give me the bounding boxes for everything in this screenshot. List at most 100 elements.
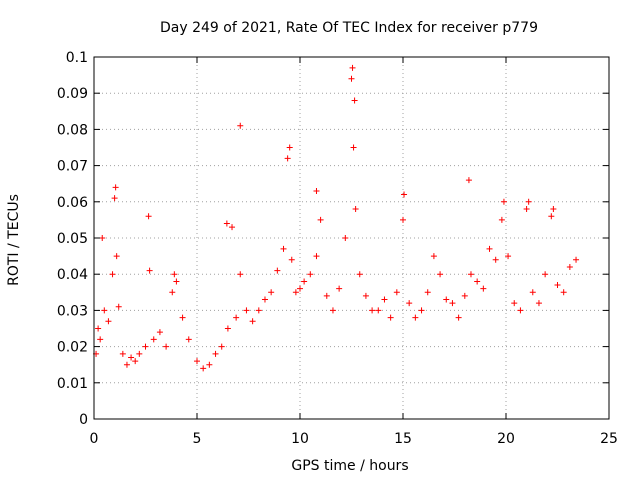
data-point — [424, 289, 431, 296]
data-point — [313, 187, 320, 194]
y-tick-label: 0.03 — [57, 303, 88, 319]
data-points — [93, 64, 580, 372]
data-point — [297, 285, 303, 292]
data-point — [307, 271, 314, 278]
data-point — [375, 307, 382, 314]
data-point — [387, 314, 394, 321]
data-point — [105, 318, 112, 325]
y-tick-label: 0.04 — [57, 267, 88, 283]
data-point — [274, 267, 281, 274]
x-tick-labels: 0 5 10 15 20 25 — [90, 431, 618, 447]
data-point — [455, 314, 462, 321]
data-point — [350, 144, 357, 151]
data-point — [323, 292, 330, 299]
data-point — [336, 285, 343, 292]
data-point — [97, 336, 104, 343]
data-point — [95, 325, 102, 332]
data-point — [535, 300, 542, 307]
x-tick-label: 15 — [394, 431, 412, 447]
data-point — [243, 307, 250, 314]
data-point — [301, 278, 308, 285]
data-point — [412, 314, 419, 321]
data-point — [237, 122, 244, 129]
data-point — [550, 206, 557, 213]
data-point — [467, 271, 474, 278]
data-point — [418, 307, 425, 314]
data-point — [179, 314, 186, 321]
y-tick-labels: 0 0.01 0.02 0.03 0.04 0.05 0.06 0.07 0.08 0.09 0.1 — [57, 50, 88, 428]
data-point — [284, 155, 291, 162]
data-point — [461, 292, 468, 299]
data-point — [150, 336, 157, 343]
data-point — [525, 198, 532, 205]
y-tick-label: 0.01 — [57, 376, 88, 392]
data-point — [233, 314, 240, 321]
data-point — [123, 361, 130, 368]
data-point — [381, 296, 388, 303]
chart-title: Day 249 of 2021, Rate Of TEC Index for r… — [160, 20, 538, 36]
data-point — [292, 289, 299, 296]
tick-marks — [93, 56, 610, 420]
y-tick-label: 0.07 — [57, 159, 88, 175]
data-point — [465, 177, 472, 184]
data-point — [517, 307, 524, 314]
data-point — [523, 206, 530, 213]
data-point — [99, 235, 106, 241]
data-point — [101, 307, 108, 314]
data-point — [288, 256, 295, 263]
data-point — [566, 263, 573, 270]
y-axis-label: ROTI / TECUs — [6, 194, 22, 286]
x-tick-label: 25 — [600, 431, 618, 447]
data-point — [362, 292, 369, 299]
data-point — [443, 296, 450, 303]
data-point — [194, 358, 200, 365]
data-point — [261, 296, 268, 303]
data-point — [393, 289, 400, 296]
data-point — [406, 300, 413, 307]
data-point — [286, 144, 293, 151]
data-point — [351, 97, 358, 104]
data-point — [113, 253, 120, 260]
data-point — [280, 245, 287, 252]
data-point — [573, 256, 580, 263]
data-point — [156, 329, 163, 336]
x-tick-label: 5 — [193, 431, 202, 447]
y-tick-label: 0.09 — [57, 86, 88, 102]
data-point — [223, 220, 230, 227]
data-point — [498, 216, 505, 223]
data-point — [145, 213, 152, 220]
data-point — [237, 271, 244, 278]
data-point — [185, 336, 192, 343]
data-point — [200, 365, 207, 372]
data-point — [128, 354, 135, 361]
data-point — [163, 343, 170, 350]
x-tick-label: 10 — [291, 431, 309, 447]
y-tick-label: 0.08 — [57, 122, 88, 138]
data-point — [492, 256, 499, 263]
data-point — [505, 253, 512, 260]
data-point — [115, 303, 122, 310]
data-point — [342, 235, 349, 241]
data-point — [511, 300, 518, 307]
data-point — [317, 216, 324, 223]
data-point — [132, 358, 139, 365]
y-tick-label: 0.02 — [57, 340, 88, 356]
data-point — [136, 350, 143, 357]
data-point — [171, 271, 178, 278]
data-point — [401, 191, 408, 198]
y-tick-label: 0 — [79, 412, 88, 428]
data-point — [560, 289, 567, 296]
data-point — [255, 307, 262, 314]
plot-frame — [93, 56, 610, 420]
data-point — [352, 206, 359, 213]
data-point — [169, 289, 176, 296]
data-point — [474, 278, 481, 285]
data-point — [313, 253, 320, 260]
data-point — [548, 213, 555, 220]
data-point — [212, 350, 219, 357]
data-point — [173, 278, 180, 285]
data-point — [430, 253, 437, 260]
data-point — [486, 245, 493, 252]
y-tick-label: 0.1 — [66, 50, 88, 66]
